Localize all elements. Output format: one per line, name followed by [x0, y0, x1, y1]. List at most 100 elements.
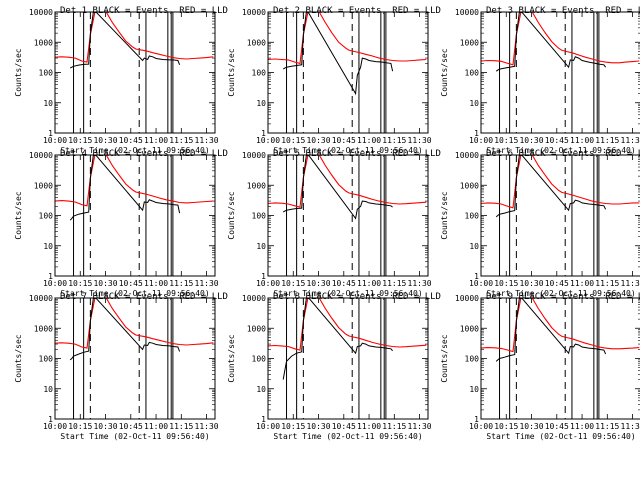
x-tick-label: 10:00: [469, 136, 493, 145]
x-tick-label: 10:15: [68, 422, 92, 431]
x-tick-label: 11:15: [382, 136, 406, 145]
y-tick-label: 10: [469, 99, 479, 108]
x-axis-title: Start Time (02-Oct-11 09:56:40): [60, 432, 209, 441]
x-tick-label: 11:30: [621, 279, 640, 288]
events-series-line: [69, 298, 181, 361]
events-series-line: [282, 155, 393, 220]
y-axis-title: Counts/sec: [440, 191, 449, 239]
x-tick-label: 10:30: [519, 136, 543, 145]
y-tick-label: 10: [256, 385, 266, 394]
x-tick-label: 10:45: [119, 279, 143, 288]
x-tick-label: 10:30: [93, 422, 117, 431]
y-tick-label: 1000: [247, 181, 266, 190]
x-tick-label: 10:30: [306, 279, 330, 288]
events-series-line: [69, 155, 181, 221]
plot-frame: [480, 297, 640, 420]
y-tick-label: 1000: [34, 324, 53, 333]
y-tick-label: 100: [39, 355, 54, 364]
y-tick-label: 1: [261, 129, 266, 138]
y-tick-label: 1: [261, 272, 266, 281]
x-tick-label: 10:45: [332, 279, 356, 288]
y-tick-label: 1: [48, 129, 53, 138]
y-tick-label: 10000: [242, 8, 266, 17]
y-tick-label: 100: [39, 212, 54, 221]
y-tick-label: 100: [465, 69, 480, 78]
det-panel-8: 1 10 100 1000 10000 10:00 10:15 10:30 10:45 11:00…: [227, 292, 441, 441]
x-tick-label: 10:45: [545, 136, 569, 145]
lld-series-line: [268, 155, 427, 208]
y-axis-title: Counts/sec: [227, 191, 236, 239]
x-tick-label: 10:15: [68, 136, 92, 145]
plot-frame: [54, 297, 216, 420]
x-tick-label: 10:45: [545, 279, 569, 288]
plot-frame: [480, 154, 640, 277]
y-tick-label: 10000: [455, 151, 479, 160]
y-tick-label: 100: [252, 355, 267, 364]
y-axis-title: Counts/sec: [440, 334, 449, 382]
x-tick-label: 11:15: [169, 136, 193, 145]
x-tick-label: 11:30: [621, 136, 640, 145]
y-tick-label: 10: [43, 385, 53, 394]
x-axis-title: Start Time (02-Oct-11 09:56:40): [60, 146, 209, 155]
y-tick-label: 1: [48, 272, 53, 281]
x-tick-label: 11:15: [595, 422, 619, 431]
x-tick-label: 10:30: [306, 136, 330, 145]
x-tick-label: 11:15: [169, 422, 193, 431]
x-axis-title: Start Time (02-Oct-11 09:56:40): [273, 146, 422, 155]
events-series-line: [495, 12, 607, 72]
x-tick-label: 10:45: [119, 136, 143, 145]
panel-title: Det 3 BLACK = Events, RED = LLD: [486, 6, 640, 16]
lld-series-line: [481, 12, 640, 66]
x-tick-label: 10:00: [43, 136, 67, 145]
x-tick-label: 10:00: [256, 422, 280, 431]
x-tick-label: 10:00: [43, 279, 67, 288]
plot-frame: [267, 11, 429, 134]
y-axis-title: Counts/sec: [440, 48, 449, 96]
y-tick-label: 1: [474, 129, 479, 138]
y-tick-label: 10: [256, 99, 266, 108]
x-tick-label: 11:00: [357, 279, 381, 288]
plot-frame: [54, 11, 216, 134]
y-axis-title: Counts/sec: [14, 48, 23, 96]
y-tick-label: 1000: [34, 181, 53, 190]
x-tick-label: 10:15: [281, 422, 305, 431]
x-tick-label: 11:00: [357, 136, 381, 145]
y-tick-label: 100: [465, 355, 480, 364]
y-tick-label: 10000: [29, 8, 53, 17]
y-tick-label: 1000: [460, 38, 479, 47]
x-tick-label: 10:45: [545, 422, 569, 431]
y-axis-title: Counts/sec: [14, 334, 23, 382]
x-tick-label: 10:30: [93, 136, 117, 145]
x-tick-label: 11:15: [382, 422, 406, 431]
y-tick-label: 10000: [29, 151, 53, 160]
y-tick-label: 10000: [242, 151, 266, 160]
plot-frame: [267, 154, 429, 277]
x-tick-label: 10:15: [494, 279, 518, 288]
y-tick-label: 100: [465, 212, 480, 221]
lld-series-line: [268, 12, 427, 65]
x-tick-label: 11:00: [357, 422, 381, 431]
x-axis-title: Start Time (02-Oct-11 09:56:40): [486, 146, 635, 155]
y-axis-title: Counts/sec: [14, 191, 23, 239]
x-tick-label: 10:30: [306, 422, 330, 431]
y-tick-label: 10: [43, 242, 53, 251]
y-tick-label: 10000: [455, 294, 479, 303]
x-tick-label: 11:00: [144, 279, 168, 288]
x-tick-label: 10:00: [256, 279, 280, 288]
y-tick-label: 100: [252, 212, 267, 221]
x-tick-label: 10:00: [469, 422, 493, 431]
x-tick-label: 11:30: [408, 422, 432, 431]
y-tick-label: 1000: [460, 324, 479, 333]
plot-frame: [54, 154, 216, 277]
lld-series-line: [268, 298, 427, 351]
events-series-line: [495, 155, 607, 218]
y-tick-label: 1: [474, 415, 479, 424]
panel-title: Det 6 BLACK = Events, RED = LLD: [486, 149, 640, 159]
x-tick-label: 10:00: [469, 279, 493, 288]
x-tick-label: 10:15: [68, 279, 92, 288]
x-tick-label: 11:00: [570, 136, 594, 145]
y-tick-label: 1000: [460, 181, 479, 190]
x-tick-label: 11:00: [570, 279, 594, 288]
y-axis-title: Counts/sec: [227, 334, 236, 382]
x-tick-label: 11:15: [169, 279, 193, 288]
